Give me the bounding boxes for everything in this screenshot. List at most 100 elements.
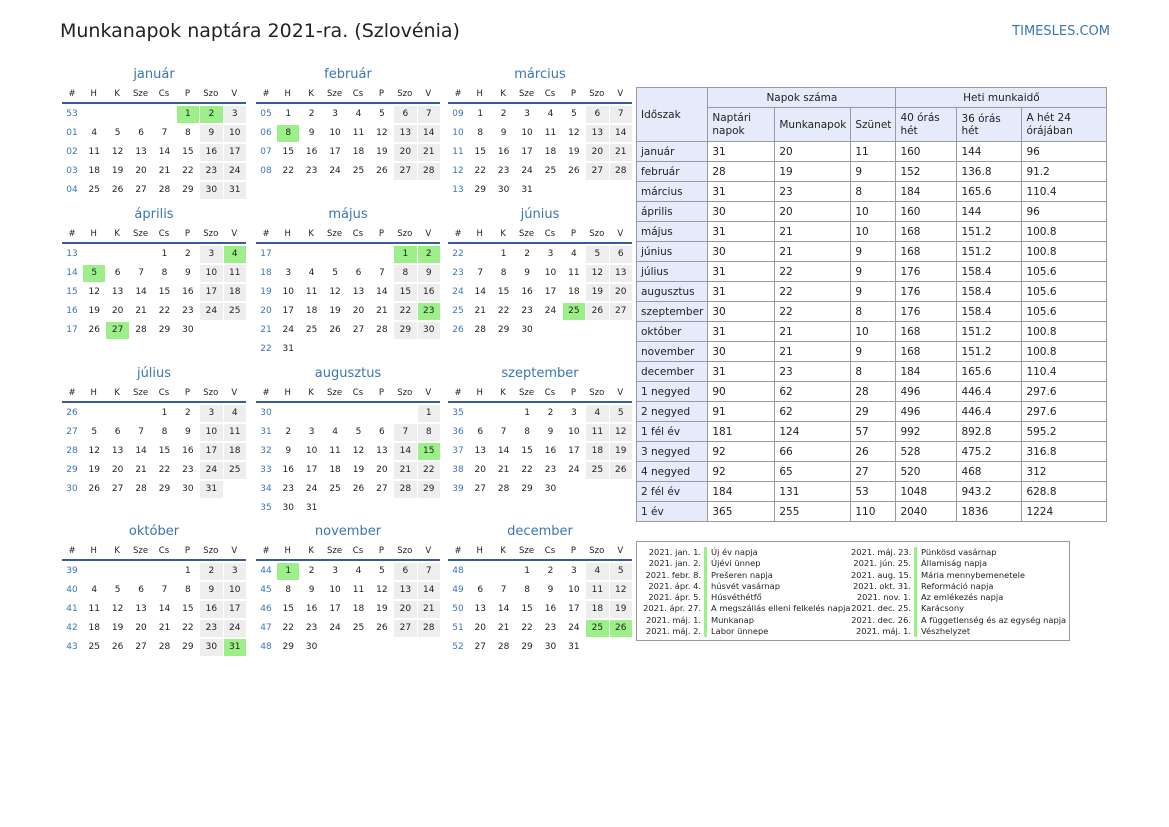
day-cell: 13 — [376, 446, 388, 456]
day-cell — [324, 500, 346, 517]
week-number: 20 — [260, 306, 272, 316]
weekday-label: P — [570, 388, 576, 398]
day-cell: 30 — [182, 325, 194, 335]
week-number: 07 — [260, 147, 272, 157]
day-cell: 7 — [477, 268, 484, 278]
day-cell: 11 — [305, 287, 318, 297]
weekday-label: P — [184, 229, 190, 239]
value-cell: 496 — [895, 401, 958, 422]
day-cell: 13 — [394, 582, 417, 599]
weekday-label: # — [454, 229, 462, 239]
day-cell: 25 — [329, 484, 341, 494]
day-cell: 19 — [376, 604, 388, 614]
weekday-label: Cs — [544, 388, 556, 398]
week-number: 35 — [452, 408, 464, 418]
day-cell: 17 — [568, 446, 580, 456]
day-cell: 4 — [547, 109, 554, 119]
day-cell: 16 — [200, 601, 223, 618]
holiday-item: 2021. máj. 1. Munkanap — [641, 614, 851, 627]
day-cell — [106, 405, 128, 422]
day-cell: 3 — [524, 109, 530, 119]
table-row: július 31 22 9 176 158.4 105.6 — [635, 261, 1108, 282]
period-cell: február — [635, 161, 709, 182]
site-link[interactable]: TIMESLES.COM — [1012, 24, 1110, 39]
period-cell: 1 negyed — [635, 381, 709, 402]
day-cell: 7 — [138, 268, 144, 278]
day-cell — [469, 246, 491, 263]
week-number: 26 — [452, 325, 464, 335]
month-1: február # H K Sze Cs P Szo V 05 1 2 3 4 5 6 7 06 8 9 10 11 12 1… — [256, 66, 440, 180]
day-cell: 9 — [308, 585, 315, 595]
value-cell: 168 — [895, 241, 958, 262]
weekday-label: Szo — [203, 229, 219, 239]
day-cell: 8 — [185, 585, 191, 595]
weekday-label: P — [378, 546, 384, 556]
day-cell — [153, 563, 175, 580]
day-cell: 27 — [376, 484, 388, 494]
day-cell: 7 — [500, 427, 507, 437]
day-cell: 20 — [609, 284, 632, 301]
weekday-label: Cs — [352, 546, 364, 556]
week-number: 30 — [260, 408, 272, 418]
day-cell — [469, 563, 491, 580]
day-cell — [586, 182, 608, 199]
day-cell: 21 — [417, 601, 440, 618]
day-cell: 8 — [394, 265, 417, 282]
day-cell: 18 — [352, 604, 365, 614]
weekday-header: # H K Sze Cs P Szo V — [256, 226, 440, 244]
week-number: 43 — [66, 642, 78, 652]
day-cell: 30 — [497, 185, 510, 195]
day-cell: 23 — [305, 623, 318, 633]
value-cell: 136.8 — [956, 161, 1023, 182]
value-cell: 105.6 — [1021, 281, 1108, 302]
day-cell: 18 — [544, 147, 557, 157]
week-row: 53 1 2 3 — [62, 106, 246, 123]
day-cell: 4 — [355, 566, 362, 576]
day-cell — [418, 639, 440, 656]
day-cell — [300, 405, 322, 422]
weekday-label: V — [617, 89, 624, 99]
weekday-label: Szo — [203, 388, 219, 398]
week-number: 38 — [452, 465, 464, 475]
week-number: 04 — [66, 185, 78, 195]
day-cell: 4 — [223, 405, 246, 422]
week-number: 17 — [260, 249, 272, 259]
holiday-name: Újévi ünnep — [711, 558, 761, 569]
week-number: 27 — [66, 427, 78, 437]
weekday-label: V — [425, 546, 432, 556]
day-cell: 15 — [394, 284, 417, 301]
month-9: október # H K Sze Cs P Szo V 39 1 2 3 40 4 5 6 7 8 9 10 41 11 1… — [62, 523, 246, 656]
day-cell: 23 — [182, 306, 194, 316]
weekday-header: # H K Sze Cs P Szo V — [448, 86, 632, 104]
day-cell: 29 — [158, 484, 171, 494]
week-number: 02 — [66, 147, 78, 157]
day-cell: 16 — [305, 147, 318, 157]
week-row: 43 25 26 27 28 29 30 31 — [62, 639, 246, 656]
day-cell: 15 — [521, 446, 533, 456]
month-name: június — [520, 207, 560, 222]
week-number: 08 — [260, 166, 272, 176]
day-cell: 11 — [544, 128, 557, 138]
weekday-label: K — [308, 546, 314, 556]
day-cell: 28 — [417, 620, 440, 637]
holiday-date: 2021. dec. 26. — [851, 614, 917, 627]
weekday-label: # — [454, 546, 462, 556]
day-cell: 21 — [135, 306, 147, 316]
day-cell: 17 — [282, 306, 294, 316]
day-cell: 17 — [200, 284, 223, 301]
page-title: Munkanapok naptára 2021-ra. (Szlovénia) — [60, 20, 460, 42]
day-cell: 28 — [497, 642, 510, 652]
week-number: 41 — [66, 604, 78, 614]
day-cell: 4 — [355, 109, 362, 119]
day-cell: 8 — [285, 585, 292, 595]
week-number: 39 — [66, 566, 78, 576]
day-cell: 1 — [277, 563, 300, 580]
day-cell: 15 — [521, 604, 533, 614]
week-number: 42 — [66, 623, 78, 633]
day-cell: 23 — [182, 465, 194, 475]
value-cell: 105.6 — [1021, 261, 1108, 282]
period-cell: december — [635, 361, 709, 382]
week-row: 13 1 2 3 4 — [62, 246, 246, 263]
day-cell: 10 — [305, 446, 318, 456]
day-cell: 1 — [524, 408, 530, 418]
